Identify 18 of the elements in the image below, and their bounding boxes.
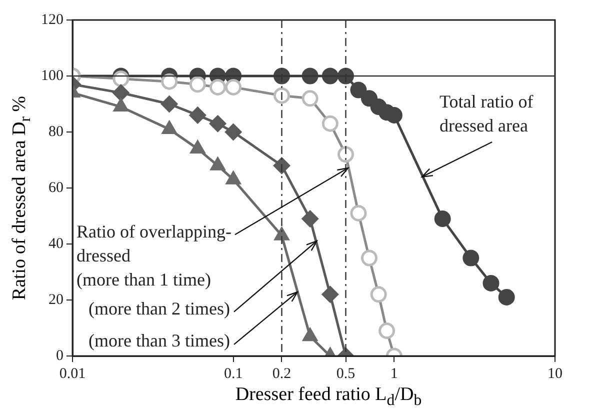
y-tick-label: 100 bbox=[41, 68, 64, 84]
x-axis-title: Dresser feed ratio L$_{d}$/D$_{b}$ bbox=[234, 384, 423, 410]
annotation: (more than 2 times) bbox=[88, 298, 230, 319]
annotation: (more than 3 times) bbox=[88, 330, 230, 351]
x-tick-label: 0.1 bbox=[224, 366, 243, 382]
x-tick-label: 10 bbox=[548, 366, 562, 382]
annotation: Ratio of overlapping-dressed (more than 1 time) bbox=[76, 222, 232, 290]
y-tick-label: 80 bbox=[48, 124, 64, 140]
annotation: Total ratio of dressed area bbox=[440, 92, 534, 136]
x-tick-label: 0.01 bbox=[59, 366, 86, 382]
x-tick-label: 0.5 bbox=[336, 366, 356, 382]
x-tick-label: 0.2 bbox=[272, 366, 292, 382]
x-tick-label: 1 bbox=[390, 366, 398, 382]
y-tick-label: 120 bbox=[41, 12, 64, 28]
y-tick-label: 0 bbox=[56, 348, 64, 364]
y-tick-label: 20 bbox=[48, 292, 64, 308]
y-tick-label: 40 bbox=[48, 236, 64, 252]
y-tick-label: 60 bbox=[48, 180, 64, 196]
